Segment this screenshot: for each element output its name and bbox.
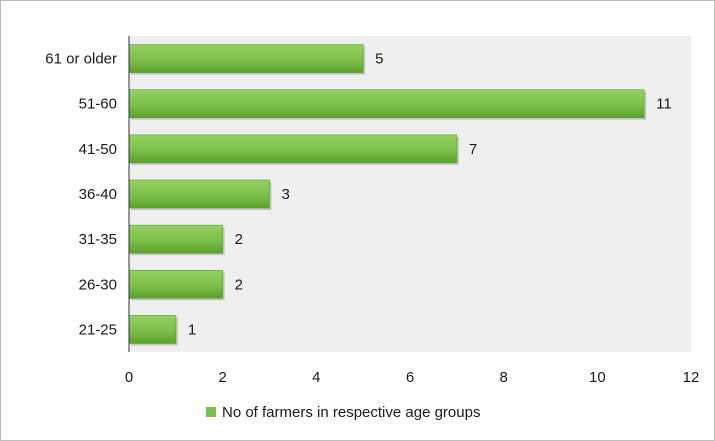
x-tick-label: 2 [218, 369, 226, 386]
x-tick-label: 10 [589, 369, 606, 386]
data-label: 11 [656, 96, 672, 113]
bar [128, 44, 364, 73]
x-tick-label: 8 [499, 369, 507, 386]
category-label: 26-30 [79, 276, 117, 293]
category-label: 36-40 [79, 186, 117, 203]
bar [128, 89, 645, 119]
bar [128, 224, 223, 254]
bar [128, 269, 223, 299]
category-label: 61 or older [45, 51, 117, 68]
data-label: 2 [235, 276, 243, 293]
data-label: 1 [188, 321, 196, 338]
legend-label: No of farmers in respective age groups [222, 403, 481, 421]
data-label: 3 [282, 186, 290, 203]
x-tick-label: 4 [312, 369, 320, 386]
bar [128, 134, 458, 164]
x-tick-label: 12 [683, 369, 700, 386]
data-label: 7 [469, 141, 477, 158]
category-label: 21-25 [79, 321, 117, 338]
legend: No of farmers in respective age groups [206, 402, 480, 422]
category-label: 41-50 [79, 141, 117, 158]
category-label: 51-60 [79, 96, 117, 113]
category-label: 31-35 [79, 231, 117, 248]
legend-swatch [206, 407, 216, 417]
bar [128, 179, 270, 209]
data-label: 2 [235, 231, 243, 248]
bar [128, 315, 177, 344]
x-tick-label: 6 [406, 369, 414, 386]
x-tick-label: 0 [125, 369, 133, 386]
data-label: 5 [375, 51, 383, 68]
